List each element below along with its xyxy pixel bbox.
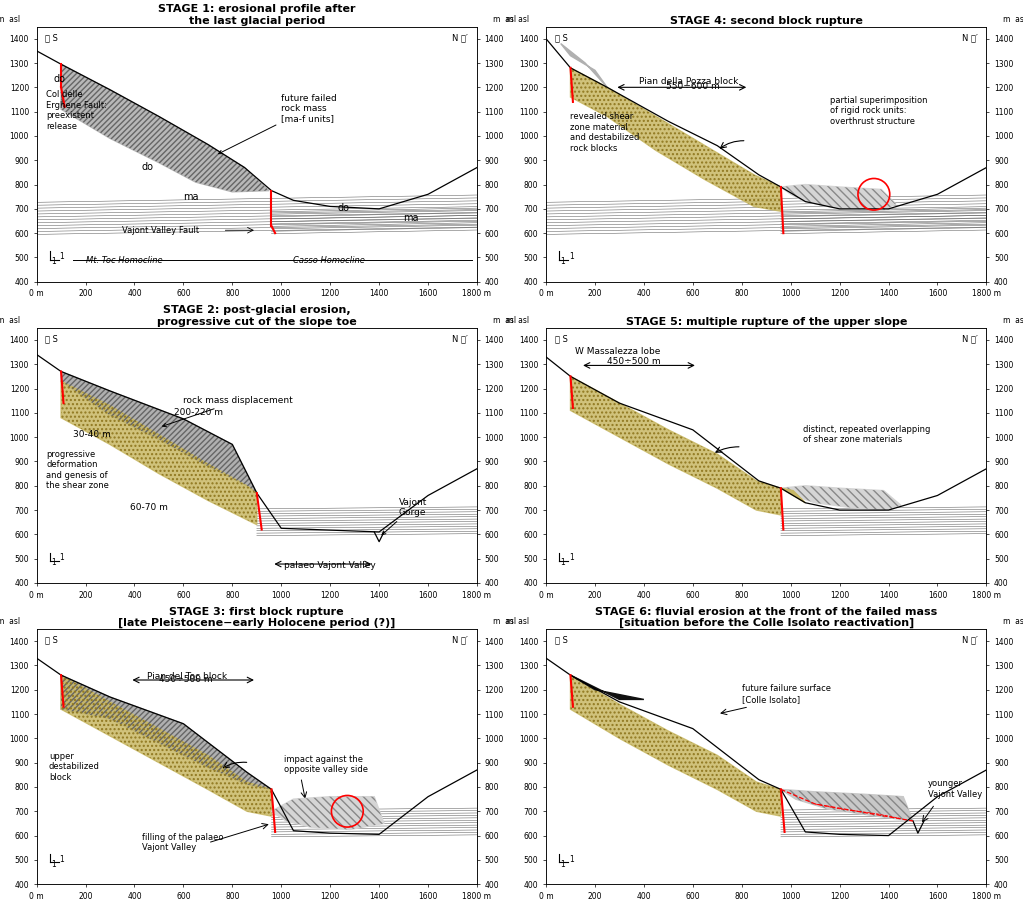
Text: Mt. Toc Homocline: Mt. Toc Homocline — [86, 256, 163, 265]
Polygon shape — [571, 376, 781, 515]
Text: m  asl: m asl — [1003, 15, 1023, 24]
Text: ⒱ S: ⒱ S — [554, 33, 568, 42]
Text: ma: ma — [404, 213, 419, 223]
Text: Pian della Pozza block: Pian della Pozza block — [639, 77, 739, 86]
Text: 200-220 m: 200-220 m — [174, 408, 223, 417]
Text: 1: 1 — [51, 257, 56, 266]
Text: 1: 1 — [59, 252, 64, 262]
Text: 1: 1 — [59, 854, 64, 863]
Text: Col delle
Erghene Fault:
preexistent
release: Col delle Erghene Fault: preexistent rel… — [46, 90, 107, 130]
Title: STAGE 2: post-glacial erosion,
progressive cut of the slope toe: STAGE 2: post-glacial erosion, progressi… — [157, 305, 357, 327]
Text: 550÷600 m: 550÷600 m — [666, 81, 719, 91]
Polygon shape — [61, 381, 257, 525]
Polygon shape — [271, 796, 384, 830]
Text: N ⒱′: N ⒱′ — [452, 334, 469, 343]
Text: do: do — [142, 162, 153, 172]
Polygon shape — [561, 43, 608, 87]
Polygon shape — [781, 486, 901, 510]
Text: Pian del Toc block: Pian del Toc block — [146, 672, 227, 681]
Text: N ⒱′: N ⒱′ — [962, 33, 978, 42]
Text: Casso Homocline: Casso Homocline — [294, 256, 365, 265]
Text: rock mass displacement: rock mass displacement — [163, 396, 294, 427]
Text: m  asl: m asl — [0, 15, 20, 24]
Polygon shape — [571, 68, 781, 211]
Text: m  asl: m asl — [0, 617, 20, 626]
Text: revealed shear
zone material
and destabilized
rock blocks: revealed shear zone material and destabi… — [571, 112, 639, 153]
Title: STAGE 6: fluvial erosion at the front of the failed mass
[situation before the C: STAGE 6: fluvial erosion at the front of… — [595, 606, 937, 628]
Title: STAGE 3: first block rupture
[late Pleistocene−early Holocene period (?)]: STAGE 3: first block rupture [late Pleis… — [118, 606, 396, 628]
Text: N ⒱′: N ⒱′ — [962, 334, 978, 343]
Polygon shape — [571, 675, 643, 700]
Text: 450÷500 m: 450÷500 m — [159, 675, 213, 684]
Text: 1: 1 — [59, 553, 64, 562]
Text: future failed
rock mass
[ma-f units]: future failed rock mass [ma-f units] — [219, 93, 337, 154]
Polygon shape — [781, 185, 896, 210]
Text: Vajont
Gorge: Vajont Gorge — [382, 498, 427, 535]
Text: 1: 1 — [51, 558, 56, 567]
Text: 30-40 m: 30-40 m — [74, 430, 112, 439]
Text: 1: 1 — [51, 860, 56, 869]
Text: ⒱ S: ⒱ S — [45, 635, 58, 644]
Text: partial superimposition
of rigid rock units:
overthrust structure: partial superimposition of rigid rock un… — [830, 96, 927, 126]
Text: upper
destabilized
block: upper destabilized block — [49, 752, 99, 782]
Text: do: do — [338, 204, 350, 214]
Text: do: do — [54, 74, 65, 84]
Title: STAGE 1: erosional profile after
the last glacial period: STAGE 1: erosional profile after the las… — [158, 5, 356, 25]
Title: STAGE 4: second block rupture: STAGE 4: second block rupture — [670, 15, 862, 25]
Polygon shape — [781, 488, 805, 503]
Text: N ⒱′: N ⒱′ — [962, 635, 978, 644]
Text: 1: 1 — [569, 252, 574, 262]
Polygon shape — [61, 675, 271, 789]
Text: future failure surface
[Colle Isolato]: future failure surface [Colle Isolato] — [742, 684, 831, 704]
Text: m  asl: m asl — [506, 617, 530, 626]
Text: impact against the
opposite valley side: impact against the opposite valley side — [283, 755, 367, 775]
Text: filling of the palaeo
Vajont Valley: filling of the palaeo Vajont Valley — [142, 833, 223, 853]
Text: 1: 1 — [561, 558, 566, 567]
Text: m  asl: m asl — [506, 316, 530, 325]
Text: ⒱ S: ⒱ S — [554, 334, 568, 343]
Text: ⒱ S: ⒱ S — [554, 635, 568, 644]
Text: m  asl: m asl — [0, 316, 20, 325]
Title: STAGE 5: multiple rupture of the upper slope: STAGE 5: multiple rupture of the upper s… — [625, 317, 907, 327]
Text: 450÷500 m: 450÷500 m — [608, 357, 661, 367]
Text: m  asl: m asl — [493, 15, 517, 24]
Text: m  asl: m asl — [493, 316, 517, 325]
Text: 1: 1 — [569, 553, 574, 562]
Text: ma: ma — [183, 193, 198, 203]
Text: m  asl: m asl — [506, 15, 530, 24]
Text: younger
Vajont Valley: younger Vajont Valley — [928, 779, 982, 799]
Text: 1: 1 — [561, 860, 566, 869]
Text: ⒱ S: ⒱ S — [45, 33, 58, 42]
Polygon shape — [61, 372, 257, 493]
Text: W Massalezza lobe: W Massalezza lobe — [575, 348, 661, 357]
Text: 1: 1 — [569, 854, 574, 863]
Text: N ⒱′: N ⒱′ — [452, 33, 469, 42]
Polygon shape — [571, 675, 781, 816]
Text: palaeo Vajont Valley: palaeo Vajont Valley — [283, 561, 375, 569]
Text: m  asl: m asl — [1003, 617, 1023, 626]
Polygon shape — [61, 64, 269, 192]
Polygon shape — [61, 675, 271, 816]
Text: 60-70 m: 60-70 m — [130, 503, 168, 512]
Text: m  asl: m asl — [1003, 316, 1023, 325]
Text: Vajont Valley Fault: Vajont Valley Fault — [122, 226, 199, 235]
Polygon shape — [781, 789, 913, 821]
Text: distinct, repeated overlapping
of shear zone materials: distinct, repeated overlapping of shear … — [803, 424, 930, 444]
Text: ⒱ S: ⒱ S — [45, 334, 58, 343]
Text: m  asl: m asl — [493, 617, 517, 626]
Text: 1: 1 — [561, 257, 566, 266]
Text: progressive
deformation
and genesis of
the shear zone: progressive deformation and genesis of t… — [46, 450, 109, 491]
Text: N ⒱′: N ⒱′ — [452, 635, 469, 644]
